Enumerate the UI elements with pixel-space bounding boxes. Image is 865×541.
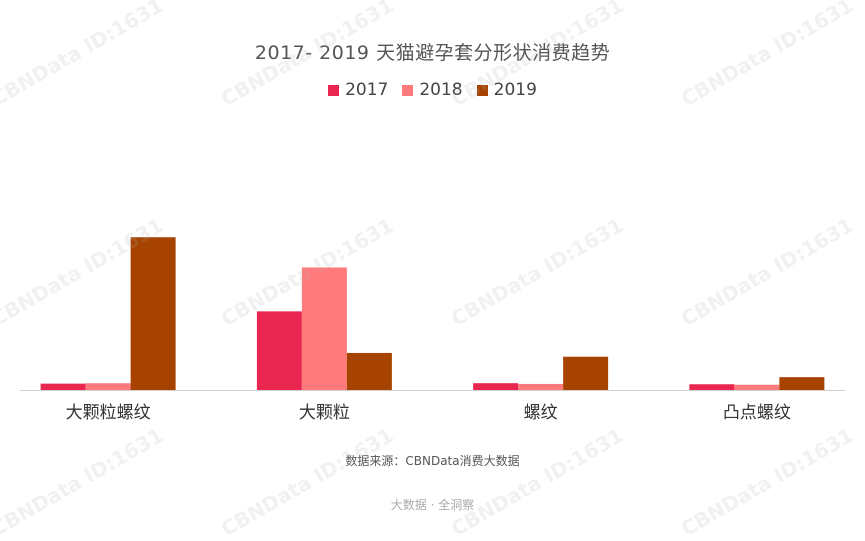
legend-swatch xyxy=(476,84,488,96)
bar-2017-大颗粒 xyxy=(256,311,302,390)
bar-2017-大颗粒螺纹 xyxy=(40,383,86,390)
bar-2019-大颗粒 xyxy=(346,352,392,390)
x-tick-label: 大颗粒 xyxy=(299,403,350,423)
x-tick-label: 螺纹 xyxy=(524,403,558,423)
chart-title: 2017- 2019 天猫避孕套分形状消费趋势 xyxy=(254,42,611,64)
bar-2019-凸点螺纹 xyxy=(779,377,825,390)
legend-item-2018: 2018 xyxy=(402,80,463,100)
bar-2018-大颗粒螺纹 xyxy=(85,383,131,390)
bar-2017-凸点螺纹 xyxy=(689,384,735,390)
legend-swatch xyxy=(328,84,340,96)
legend-item-2017: 2017 xyxy=(328,80,388,100)
bar-2018-大颗粒 xyxy=(301,267,347,390)
bar-chart-plot: 大颗粒螺纹 大颗粒 螺纹 凸点螺纹 xyxy=(20,237,845,423)
footer-slogan: 大数据 · 全洞察 xyxy=(390,498,475,512)
bar-2017-螺纹 xyxy=(473,383,519,390)
bar-2019-螺纹 xyxy=(563,356,609,390)
source-note: 数据来源：CBNData消费大数据 xyxy=(345,454,520,468)
bar-2018-螺纹 xyxy=(518,383,564,390)
legend-swatch xyxy=(402,84,414,96)
chart-legend: 2017 2018 2019 xyxy=(0,80,865,100)
legend-label: 2018 xyxy=(419,80,463,100)
legend-label: 2017 xyxy=(345,80,389,100)
legend-label: 2019 xyxy=(493,80,537,100)
x-tick-label: 大颗粒螺纹 xyxy=(66,403,151,423)
bar-2019-大颗粒螺纹 xyxy=(130,237,176,390)
legend-item-2019: 2019 xyxy=(476,80,537,100)
x-tick-label: 凸点螺纹 xyxy=(723,403,791,423)
bar-2018-凸点螺纹 xyxy=(734,384,780,390)
